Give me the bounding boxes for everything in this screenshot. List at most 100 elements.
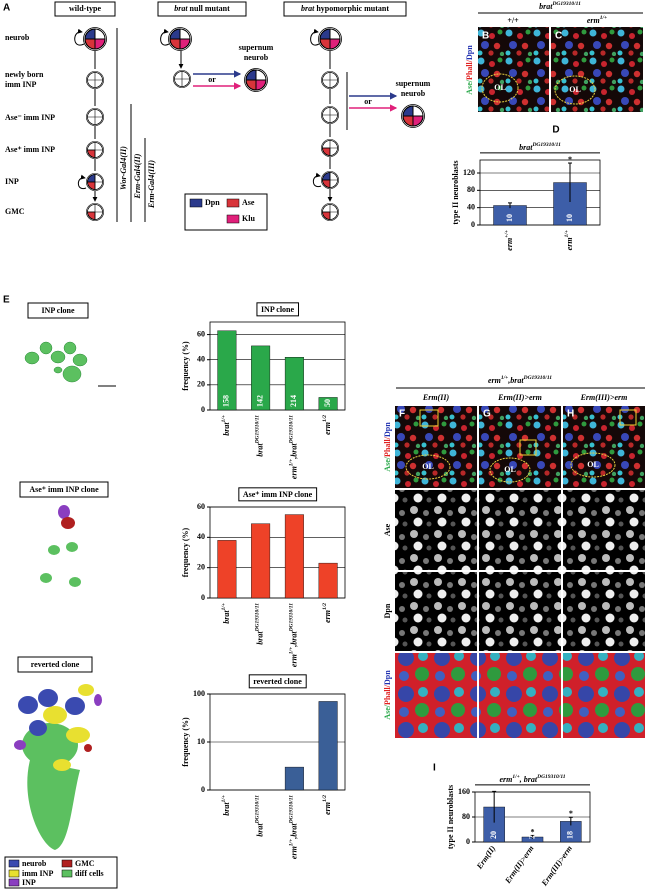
cell-blob <box>50 350 66 364</box>
text-part: +/+ <box>504 230 510 238</box>
cell-blob <box>29 720 47 736</box>
stage-label: neurob <box>5 33 30 42</box>
column-title: Erm(III)>erm <box>580 393 628 402</box>
x-tick-label: erm1/+,bratDG19310/11 <box>289 415 299 479</box>
text-part: Dpn <box>383 422 392 437</box>
x-tick-label: erm1/2 <box>322 795 332 815</box>
sample-size: 214 <box>289 395 298 407</box>
legend-label: Ase <box>242 198 255 207</box>
outcome-label: neurob <box>401 89 426 98</box>
cell <box>86 71 104 89</box>
x-tick-label: erm1/2 <box>322 415 332 435</box>
text-part: ,brat <box>507 376 524 385</box>
panel-title: erm1/+,bratDG19310/11 <box>488 375 552 385</box>
cell <box>401 104 425 128</box>
y-axis-label: frequency (%) <box>181 341 190 391</box>
text-part: 1/+ <box>600 15 607 21</box>
micrograph <box>395 653 477 738</box>
self-renew-arrow <box>312 172 322 188</box>
cell <box>86 173 104 191</box>
legend-swatch <box>61 859 73 868</box>
lineage-wild-type <box>74 27 146 222</box>
text-part: erm <box>505 238 514 251</box>
cell-blob <box>72 353 88 367</box>
ol-outline <box>405 454 451 480</box>
title-box <box>256 302 300 317</box>
sample-size: 2 <box>527 835 536 839</box>
clone-render <box>24 341 88 383</box>
stain-label: Dpn <box>383 603 392 618</box>
text-part: Phall/ <box>383 436 392 457</box>
text-part: brat <box>301 4 315 13</box>
text-part: brat <box>539 2 553 11</box>
y-axis-label: frequency (%) <box>181 717 190 767</box>
y-tick-label: 0 <box>466 837 470 846</box>
or-label: or <box>208 75 216 84</box>
outcome-label: neurob <box>244 53 269 62</box>
panel-label: B <box>482 31 489 42</box>
bar <box>318 397 338 411</box>
x-tick-label: Erm(II) <box>474 844 497 872</box>
text-part: erm <box>565 237 574 250</box>
micrograph <box>395 572 477 651</box>
text-part: brat <box>519 143 533 152</box>
self-renew-arrow <box>310 28 320 46</box>
x-tick-label: bratDG19310/11 <box>255 603 265 645</box>
or-label: or <box>364 97 372 106</box>
bar <box>217 540 237 599</box>
ol-outline <box>481 73 519 103</box>
x-tick-label: Erm(III)>erm <box>539 844 574 888</box>
cell-blob <box>18 696 38 714</box>
legend-label: Dpn <box>205 198 220 207</box>
chart-title: Ase⁺ imm INP clone <box>243 490 313 499</box>
sample-size: 158 <box>222 395 231 407</box>
clone-render <box>40 505 81 587</box>
chart-title: bratDG19310/11 <box>519 142 561 152</box>
cell <box>244 68 268 92</box>
ol-label: OL <box>504 465 516 474</box>
cell <box>83 27 107 51</box>
micrograph <box>395 406 477 488</box>
text-part: Phall/ <box>383 684 392 705</box>
driver-label: Erm-Gal4(II) <box>133 153 142 199</box>
lineage-hypomorphic <box>310 27 425 221</box>
legend-swatch <box>189 198 203 208</box>
x-tick-label: erm1/+ <box>564 230 574 250</box>
text-part: DG19310/11 <box>255 415 261 445</box>
panel-title: brat null mutant <box>174 4 230 13</box>
text-part: DG19310/11 <box>255 603 261 633</box>
text-part: erm <box>323 610 332 623</box>
text-part: 1/+ <box>289 839 295 846</box>
clone-title: INP clone <box>41 306 75 315</box>
title-box <box>27 302 89 319</box>
legend-label: imm INP <box>22 869 53 878</box>
panel-title: bratDG19310/11 <box>539 1 581 11</box>
cell <box>318 27 342 51</box>
bar <box>251 523 271 599</box>
clone-render <box>14 684 102 850</box>
x-tick-label: Erm(II)>erm <box>503 844 536 886</box>
column-title: Erm(II)>erm <box>497 393 542 402</box>
x-tick-label: erm1/+,bratDG19310/11 <box>289 795 299 859</box>
legend-swatch <box>61 869 73 878</box>
text-part: DG19310/11 <box>289 415 295 445</box>
stain-label: Ase <box>383 523 392 536</box>
title-box <box>238 487 318 502</box>
legend-label: GMC <box>75 859 95 868</box>
y-tick-label: 60 <box>197 329 205 338</box>
text-part: 1/+ <box>564 230 570 237</box>
bar <box>318 701 338 791</box>
legend-swatch <box>8 869 20 878</box>
y-tick-label: 20 <box>197 380 205 389</box>
panel-label: H <box>567 409 574 420</box>
text-part: 1/+ <box>221 603 227 610</box>
panel-label: E <box>3 295 10 306</box>
y-tick-label: 0 <box>201 593 205 602</box>
significance-mark: * <box>531 827 535 836</box>
cell-blob <box>63 341 77 355</box>
title-box <box>19 481 109 498</box>
text-part: ,brat <box>289 443 298 460</box>
stage-label: imm INP <box>5 80 36 89</box>
cell <box>173 70 191 88</box>
legend-label: neurob <box>22 859 47 868</box>
